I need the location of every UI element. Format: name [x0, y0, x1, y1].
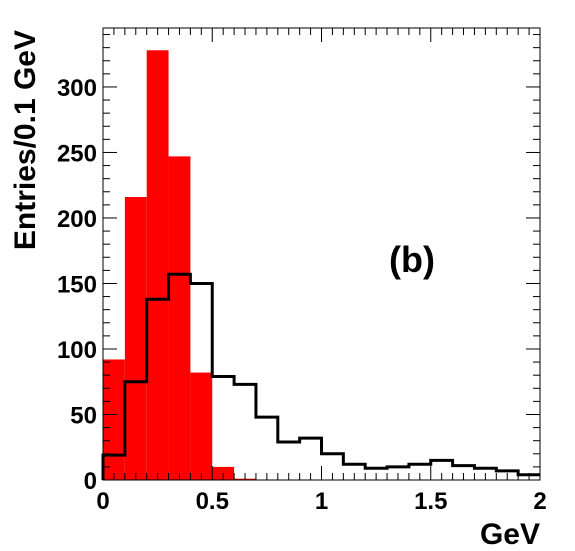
x-tick-label: 1.5 — [414, 488, 447, 515]
x-axis: 0 0.5 1 1.5 2 — [96, 28, 547, 515]
bar-filled-0 — [103, 359, 125, 480]
plot-area — [101, 27, 541, 481]
bar-filled-2 — [146, 50, 169, 481]
y-tick-label: 150 — [57, 271, 97, 298]
bar-filled-4 — [190, 372, 213, 480]
y-tick-label: 200 — [57, 206, 97, 233]
bar-filled-1 — [124, 197, 147, 480]
bar-filled-3 — [168, 156, 191, 480]
y-tick-label: 50 — [70, 402, 97, 429]
y-tick-label: 100 — [57, 337, 97, 364]
x-tick-label: 2 — [533, 488, 546, 515]
x-tick-label: 0.5 — [196, 488, 229, 515]
y-axis-title: Entries/0.1 GeV — [9, 30, 42, 250]
y-tick-label: 0 — [84, 468, 97, 495]
panel-label: (b) — [389, 239, 435, 280]
y-tick-label: 250 — [57, 140, 97, 167]
y-tick-label: 300 — [57, 75, 97, 102]
x-tick-label: 0 — [96, 488, 109, 515]
series-outline-line — [101, 272, 540, 480]
y-axis: 0 50 100 150 200 250 300 — [57, 34, 540, 495]
x-tick-label: 1 — [315, 488, 328, 515]
x-axis-title: GeV — [480, 518, 540, 551]
